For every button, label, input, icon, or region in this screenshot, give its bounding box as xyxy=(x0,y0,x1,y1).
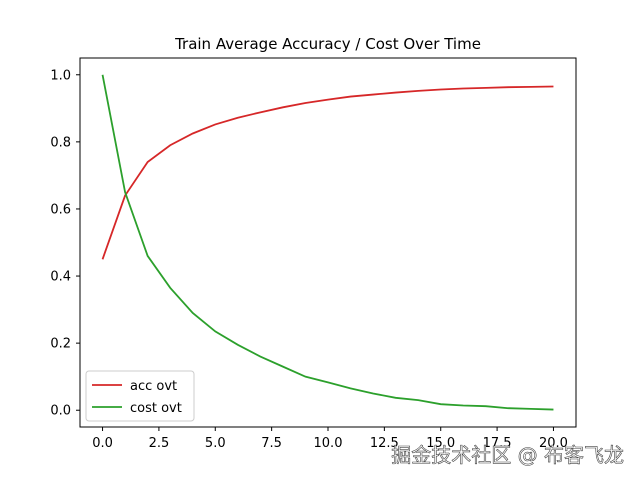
legend-label-cost: cost ovt xyxy=(130,401,182,416)
x-tick-label: 17.5 xyxy=(483,436,512,451)
series-line-cost xyxy=(101,74,554,411)
legend-box xyxy=(85,370,195,422)
y-tick-label: 0.0 xyxy=(50,404,71,419)
y-tick-label: 0.2 xyxy=(50,337,71,352)
x-tick-label: 20.0 xyxy=(539,436,568,451)
legend-label-acc: acc ovt xyxy=(130,379,177,394)
x-tick-label: 5.0 xyxy=(205,436,226,451)
y-tick-label: 0.8 xyxy=(50,135,71,150)
series-layer xyxy=(101,74,554,411)
x-tick-label: 2.5 xyxy=(149,436,170,451)
watermark-text: 掘金技术社区 @ 布客飞龙 xyxy=(391,443,624,467)
x-tick-label: 12.5 xyxy=(370,436,399,451)
legend: acc ovt cost ovt xyxy=(85,370,195,422)
x-tick-label: 15.0 xyxy=(426,436,455,451)
y-tick-label: 0.4 xyxy=(50,270,71,285)
y-axis: 0.0 0.2 0.4 0.6 0.8 1.0 xyxy=(50,68,80,419)
x-axis: 0.0 2.5 5.0 7.5 10.0 12.5 15.0 17.5 20.0 xyxy=(92,427,568,451)
y-tick-label: 1.0 xyxy=(50,68,71,83)
series-line-acc xyxy=(101,85,554,260)
x-tick-label: 7.5 xyxy=(261,436,282,451)
x-tick-label: 10.0 xyxy=(314,436,343,451)
chart-title: Train Average Accuracy / Cost Over Time xyxy=(174,35,481,53)
plot-background xyxy=(80,58,576,427)
x-tick-label: 0.0 xyxy=(92,436,113,451)
y-tick-label: 0.6 xyxy=(50,202,71,217)
